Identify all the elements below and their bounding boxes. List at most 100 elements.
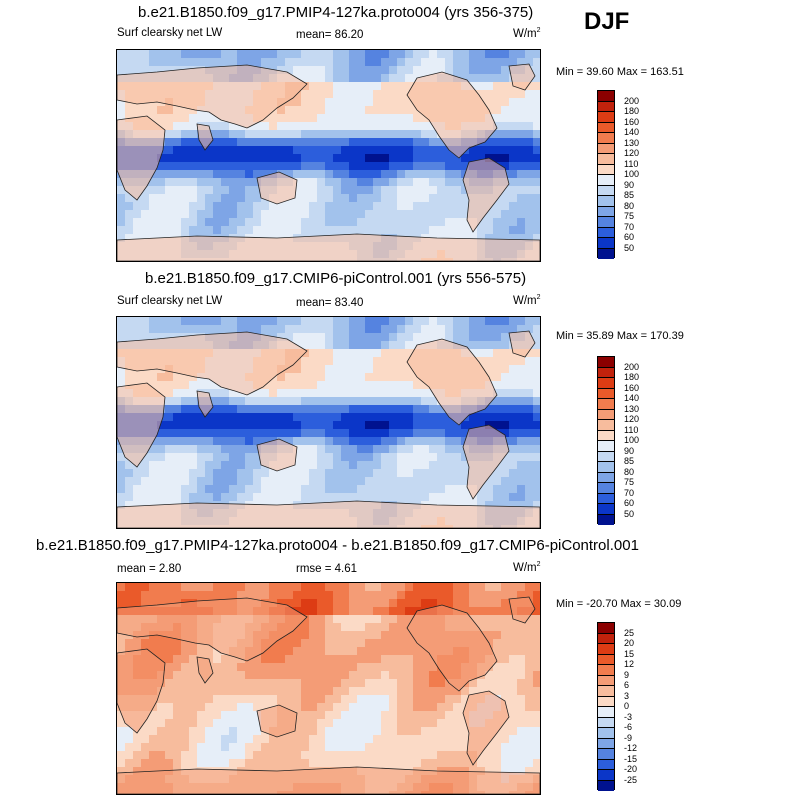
colorbar-tick-label: 70 [624,221,635,232]
colorbar-swatch [598,451,614,462]
colorbar-tick-label: 3 [624,690,630,701]
colorbar-swatch [598,665,614,676]
colorbar-swatch [598,623,614,634]
panel-1-variable-label: Surf clearsky net LW [117,27,223,39]
colorbar-swatch [598,175,614,186]
colorbar-tick-label: 110 [624,424,639,435]
colorbar-swatch [598,399,614,410]
colorbar-tick-label: 90 [624,445,635,456]
colorbar-tick-label: 100 [624,435,640,445]
colorbar-swatch [598,112,614,123]
colorbar-swatch [598,196,614,207]
panel-3-minmax: Min = -20.70 Max = 30.09 [556,598,682,610]
colorbar-swatch [598,633,614,644]
colorbar-swatch [598,696,614,707]
panel-1-minmax: Min = 39.60 Max = 163.51 [556,66,684,78]
colorbar-swatch [598,206,614,217]
colorbar-swatch [598,675,614,686]
colorbar-tick-label: 75 [624,477,635,487]
colorbar-tick-label: 0 [624,701,630,711]
colorbar-tick-label: 15 [624,648,635,659]
colorbar-tick-label: 9 [624,669,630,680]
colorbar-tick-label: 75 [624,211,635,221]
colorbar-tick-label: 85 [624,456,635,466]
colorbar-swatch [598,472,614,483]
colorbar-tick-label: 180 [624,106,640,116]
panel-1-colorbar [597,90,615,259]
colorbar-swatch [598,238,614,249]
colorbar-tick-label: 140 [624,127,640,137]
colorbar-tick-label: 130 [624,403,640,414]
panel-2-mean: mean= 83.40 [296,297,364,309]
colorbar-tick-label: 140 [624,393,640,403]
panel-2-title: b.e21.B1850.f09_g17.CMIP6-piControl.001 … [145,270,527,287]
colorbar-tick-label: 100 [624,169,640,179]
colorbar-swatch [598,154,614,165]
panel-1-unit: W/m2 [513,27,541,40]
colorbar-tick-label: 60 [624,232,635,242]
colorbar-swatch [598,780,614,791]
panel-3-mean: mean = 2.80 [117,563,182,575]
colorbar-swatch [598,409,614,420]
colorbar-tick-label: 12 [624,659,635,669]
colorbar-tick-label: 200 [624,95,640,106]
colorbar-swatch [598,462,614,473]
colorbar-tick-label: 20 [624,638,635,648]
panel-3-map-field [117,583,540,794]
colorbar-swatch [598,378,614,389]
colorbar-tick-label: 130 [624,137,640,148]
colorbar-tick-label: 6 [624,680,630,690]
colorbar-tick-label: -20 [624,764,638,774]
colorbar-tick-label: 70 [624,487,635,498]
colorbar-tick-label: 120 [624,414,640,424]
colorbar-swatch [598,483,614,494]
colorbar-swatch [598,749,614,760]
colorbar-swatch [598,707,614,718]
panel-2-unit: W/m2 [513,294,541,307]
colorbar-swatch [598,717,614,728]
panel-2-minmax: Min = 35.89 Max = 170.39 [556,330,684,342]
colorbar-swatch [598,133,614,144]
panel-1-map-field [117,50,540,261]
colorbar-swatch [598,420,614,431]
colorbar-swatch [598,493,614,504]
colorbar-swatch [598,728,614,739]
colorbar-tick-label: 160 [624,382,640,393]
colorbar-swatch [598,143,614,154]
colorbar-swatch [598,388,614,399]
colorbar-tick-label: 80 [624,466,635,477]
panel-3-rmse: rmse = 4.61 [296,563,358,575]
colorbar-tick-label: 90 [624,179,635,190]
colorbar-swatch [598,514,614,525]
colorbar-swatch [598,430,614,441]
colorbar-tick-label: 85 [624,190,635,200]
colorbar-swatch [598,217,614,228]
colorbar-swatch [598,504,614,515]
panel-3-unit: W/m2 [513,561,541,574]
colorbar-tick-label: -3 [624,711,633,722]
colorbar-swatch [598,185,614,196]
colorbar-swatch [598,759,614,770]
colorbar-tick-label: 25 [624,627,635,638]
colorbar-tick-label: 80 [624,200,635,211]
colorbar-tick-label: 160 [624,116,640,127]
colorbar-tick-label: 110 [624,158,639,169]
colorbar-swatch [598,654,614,665]
season-label: DJF [584,8,630,35]
colorbar-swatch [598,227,614,238]
panel-1-mean: mean= 86.20 [296,29,364,41]
colorbar-swatch [598,91,614,102]
colorbar-tick-label: -6 [624,722,633,732]
colorbar-tick-label: 50 [624,508,635,519]
colorbar-tick-label: -12 [624,743,638,753]
colorbar-swatch [598,164,614,175]
colorbar-swatch [598,770,614,781]
colorbar-swatch [598,644,614,655]
panel-3-title: b.e21.B1850.f09_g17.PMIP4-127ka.proto004… [36,537,639,554]
colorbar-swatch [598,367,614,378]
colorbar-tick-label: -9 [624,732,633,743]
colorbar-swatch [598,101,614,112]
panel-3-map [116,582,541,795]
colorbar-swatch [598,357,614,368]
colorbar-tick-label: 120 [624,148,640,158]
